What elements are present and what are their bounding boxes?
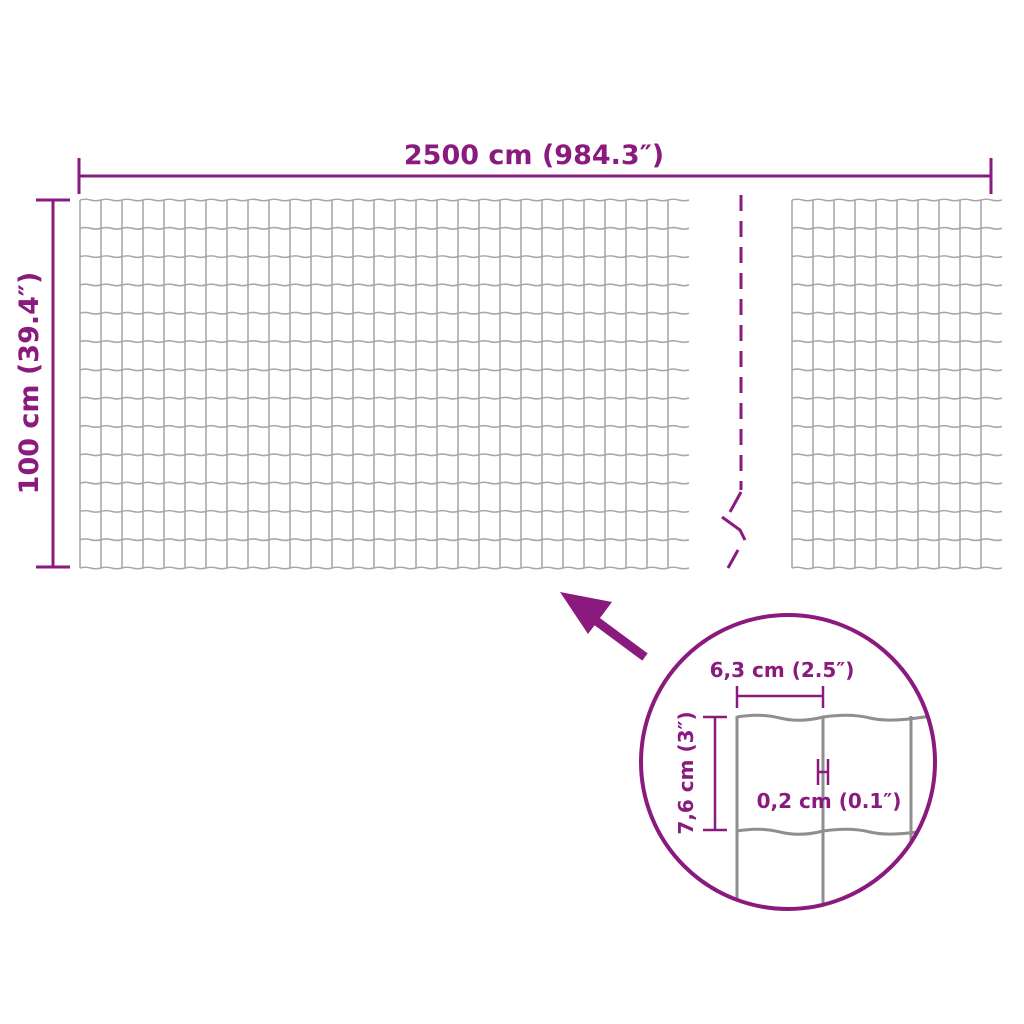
length-label: 2500 cm (984.3″): [404, 140, 664, 171]
fence-mesh-right: [791, 198, 1003, 570]
height-label: 100 cm (39.4″): [14, 272, 45, 495]
break-line: [721, 195, 747, 569]
horizontal-wire: [791, 509, 1003, 513]
horizontal-wire: [79, 311, 690, 315]
horizontal-wire: [79, 424, 690, 429]
horizontal-wire: [791, 424, 1003, 429]
horizontal-wire: [79, 481, 690, 485]
horizontal-wire: [79, 396, 690, 400]
horizontal-wire: [791, 368, 1003, 372]
horizontal-wire: [79, 283, 690, 287]
length-dimension: [77, 158, 993, 194]
horizontal-wire: [79, 538, 690, 542]
horizontal-wire: [79, 566, 690, 570]
mesh-width-label: 6,3 cm (2.5″): [710, 658, 855, 682]
horizontal-wire: [79, 368, 690, 372]
horizontal-wire: [791, 538, 1003, 542]
zoom-arrow-icon: [560, 592, 648, 661]
horizontal-wire: [791, 198, 1003, 202]
horizontal-wire: [79, 255, 690, 259]
horizontal-wire: [791, 226, 1003, 230]
detail-magnifier: 6,3 cm (2.5″) 7,6 cm (3″) 0,2 cm (0.1″): [639, 613, 937, 911]
horizontal-wire: [791, 339, 1003, 344]
fence-mesh-left: [79, 198, 690, 570]
horizontal-wire: [79, 226, 690, 230]
height-dimension: [36, 198, 70, 569]
horizontal-wire: [791, 566, 1003, 570]
wire-diameter-label: 0,2 cm (0.1″): [757, 789, 902, 813]
horizontal-wire: [79, 453, 690, 457]
mesh-height-label: 7,6 cm (3″): [674, 711, 698, 834]
horizontal-wire: [79, 509, 690, 513]
horizontal-wire: [791, 396, 1003, 400]
horizontal-wire: [79, 339, 690, 344]
horizontal-wire: [791, 481, 1003, 485]
horizontal-wire: [791, 311, 1003, 315]
horizontal-wire: [791, 453, 1003, 457]
horizontal-wire: [791, 283, 1003, 287]
horizontal-wire: [79, 198, 690, 202]
horizontal-wire: [791, 255, 1003, 259]
